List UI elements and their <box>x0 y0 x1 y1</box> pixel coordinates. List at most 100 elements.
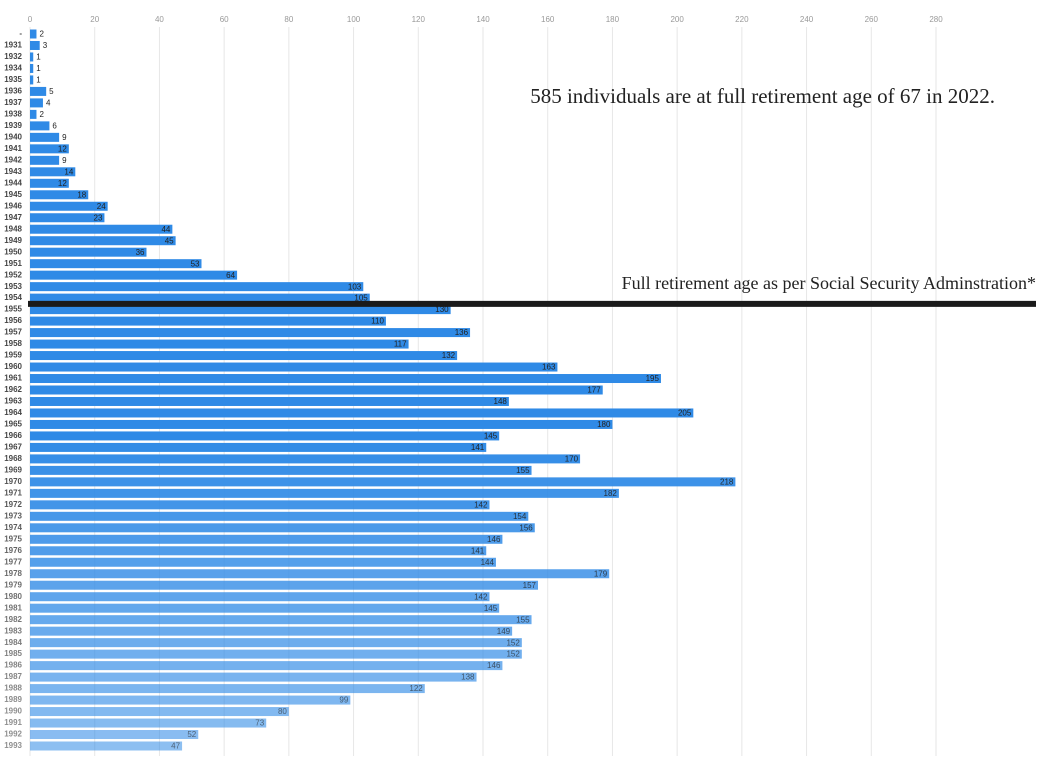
threshold-annotation: Full retirement age as per Social Securi… <box>622 273 1036 293</box>
bar <box>30 557 496 567</box>
value-label: 36 <box>136 248 145 257</box>
y-tick-label: 1977 <box>4 557 22 566</box>
value-label: 144 <box>481 558 495 567</box>
value-label: 156 <box>519 523 533 532</box>
bar <box>30 454 581 464</box>
y-tick-label: 1988 <box>4 684 22 693</box>
x-tick-label: 120 <box>412 15 426 24</box>
value-label: 73 <box>255 719 264 728</box>
y-tick-label: 1983 <box>4 626 22 635</box>
bar <box>30 362 558 372</box>
y-tick-label: 1960 <box>4 362 22 371</box>
value-label: 141 <box>471 546 485 555</box>
value-label: 2 <box>39 110 44 119</box>
value-label: 130 <box>435 305 449 314</box>
value-label: 18 <box>77 190 86 199</box>
y-tick-label: 1987 <box>4 672 22 681</box>
value-label: 80 <box>278 707 287 716</box>
y-tick-label: 1947 <box>4 213 22 222</box>
bar <box>30 419 613 429</box>
bar <box>30 741 183 751</box>
value-label: 99 <box>339 696 348 705</box>
x-tick-label: 100 <box>347 15 361 24</box>
bar <box>30 247 147 257</box>
bar <box>30 672 477 682</box>
bar <box>30 109 37 119</box>
value-label: 141 <box>471 443 485 452</box>
bar <box>30 477 736 487</box>
bar <box>30 626 513 636</box>
y-tick-label: - <box>19 29 22 38</box>
x-tick-label: 60 <box>220 15 229 24</box>
bar <box>30 615 532 625</box>
y-tick-label: 1936 <box>4 87 22 96</box>
value-label: 53 <box>191 259 200 268</box>
value-label: 1 <box>36 53 41 62</box>
y-tick-label: 1973 <box>4 511 22 520</box>
value-label: 117 <box>394 340 407 349</box>
bar <box>30 385 603 395</box>
bar <box>30 293 370 303</box>
value-label: 177 <box>587 386 601 395</box>
value-label: 23 <box>94 213 103 222</box>
bar <box>30 603 500 613</box>
value-label: 142 <box>474 592 488 601</box>
y-tick-label: 1992 <box>4 730 22 739</box>
y-tick-label: 1962 <box>4 385 22 394</box>
x-tick-label: 280 <box>929 15 943 24</box>
bar <box>30 396 509 406</box>
bar <box>30 121 50 131</box>
y-tick-label: 1965 <box>4 420 22 429</box>
y-tick-label: 1959 <box>4 351 22 360</box>
value-label: 179 <box>594 569 608 578</box>
value-label: 6 <box>52 121 57 130</box>
y-tick-label: 1957 <box>4 328 22 337</box>
y-tick-label: 1951 <box>4 259 22 268</box>
bar <box>30 98 43 108</box>
y-tick-label: 1970 <box>4 477 22 486</box>
bar <box>30 213 105 223</box>
bar <box>30 259 202 269</box>
value-label: 3 <box>43 41 48 50</box>
y-tick-label: 1938 <box>4 109 22 118</box>
value-label: 182 <box>604 489 618 498</box>
value-label: 170 <box>565 455 579 464</box>
value-label: 103 <box>348 282 362 291</box>
y-tick-label: 1966 <box>4 431 22 440</box>
value-label: 195 <box>646 374 660 383</box>
y-tick-label: 1991 <box>4 718 22 727</box>
bar <box>30 236 176 246</box>
bar <box>30 569 610 579</box>
x-tick-label: 20 <box>90 15 99 24</box>
bar <box>30 374 661 384</box>
value-label: 148 <box>494 397 508 406</box>
y-tick-label: 1958 <box>4 339 22 348</box>
value-label: 122 <box>409 684 423 693</box>
bar <box>30 86 47 96</box>
y-tick-label: 1954 <box>4 293 22 302</box>
value-label: 155 <box>516 615 530 624</box>
bar <box>30 63 34 73</box>
bar <box>30 40 40 50</box>
value-label: 149 <box>497 627 511 636</box>
y-tick-label: 1967 <box>4 443 22 452</box>
bar <box>30 580 539 590</box>
y-tick-label: 1969 <box>4 465 22 474</box>
bar <box>30 523 535 533</box>
x-tick-label: 160 <box>541 15 555 24</box>
y-tick-label: 1974 <box>4 523 22 532</box>
y-tick-label: 1964 <box>4 408 22 417</box>
y-tick-label: 1982 <box>4 615 22 624</box>
value-label: 9 <box>62 133 67 142</box>
y-tick-label: 1939 <box>4 121 22 130</box>
value-label: 1 <box>36 76 41 85</box>
y-tick-label: 1931 <box>4 41 22 50</box>
bar <box>30 730 199 740</box>
value-label: 47 <box>171 742 180 751</box>
y-tick-label: 1978 <box>4 569 22 578</box>
y-tick-label: 1981 <box>4 603 22 612</box>
value-label: 145 <box>484 432 498 441</box>
bar <box>30 201 108 211</box>
y-tick-label: 1949 <box>4 236 22 245</box>
